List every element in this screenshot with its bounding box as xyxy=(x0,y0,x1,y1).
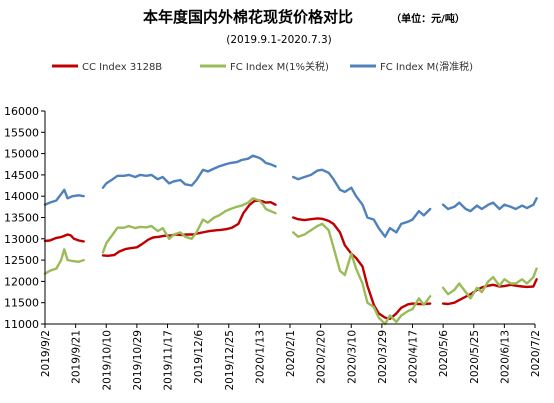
x-tick-label: 2020/3/10 xyxy=(346,330,358,384)
series-line-2 xyxy=(43,154,538,238)
chart-subtitle: (2019.9.1-2020.7.3) xyxy=(226,34,332,46)
legend-label-1: FC Index M(1%关税) xyxy=(230,60,329,73)
x-tick-label: 2019/12/6 xyxy=(193,330,205,384)
x-tick-label: 2020/3/29 xyxy=(377,330,389,384)
series-line-0 xyxy=(43,199,538,321)
x-tick-label: 2020/4/17 xyxy=(408,330,420,384)
legend-label-0: CC Index 3128B xyxy=(82,62,162,73)
x-tick-label: 2020/5/25 xyxy=(469,330,481,384)
x-tick-label: 2019/10/10 xyxy=(101,330,113,391)
y-ticks: 11000 11500 12000 12500 13000 13500 14000 14500… xyxy=(4,105,45,331)
y-tick-label: 12500 xyxy=(4,254,39,267)
chart-unit: （单位：元/吨） xyxy=(391,12,465,25)
y-tick-label: 15000 xyxy=(4,148,39,161)
x-tick-label: 2019/12/25 xyxy=(224,330,236,391)
x-tick-label: 2020/2/1 xyxy=(285,330,297,377)
y-tick-label: 14500 xyxy=(4,169,39,182)
series-line-1 xyxy=(43,197,538,326)
x-tick-label: 2020/2/20 xyxy=(316,330,328,384)
y-tick-label: 13000 xyxy=(4,233,39,246)
x-tick-label: 2019/9/21 xyxy=(71,330,83,384)
y-tick-label: 11000 xyxy=(4,318,39,331)
legend-label-2: FC Index M(滑准税) xyxy=(380,60,473,73)
y-tick-label: 13500 xyxy=(4,212,39,225)
y-tick-label: 11500 xyxy=(4,297,39,310)
legend: CC Index 3128B FC Index M(1%关税) FC Index M… xyxy=(52,60,473,73)
x-tick-label: 2020/7/2 xyxy=(530,330,542,377)
chart-title: 本年度国内外棉花现货价格对比 xyxy=(143,8,353,26)
x-tick-label: 2020/1/13 xyxy=(254,330,266,384)
y-tick-label: 16000 xyxy=(4,105,39,118)
x-tick-label: 2019/10/29 xyxy=(132,330,144,391)
x-ticks: 2019/9/2 2019/9/21 2019/10/10 2019/10/29 201… xyxy=(40,324,542,391)
y-tick-label: 12000 xyxy=(4,275,39,288)
x-tick-label: 2020/5/6 xyxy=(438,330,450,377)
y-tick-label: 14000 xyxy=(4,190,39,203)
series-layer xyxy=(43,154,538,326)
x-tick-label: 2020/6/13 xyxy=(499,330,511,384)
y-tick-label: 15500 xyxy=(4,126,39,139)
x-tick-label: 2019/9/2 xyxy=(40,330,52,377)
x-tick-label: 2019/11/17 xyxy=(163,330,175,391)
